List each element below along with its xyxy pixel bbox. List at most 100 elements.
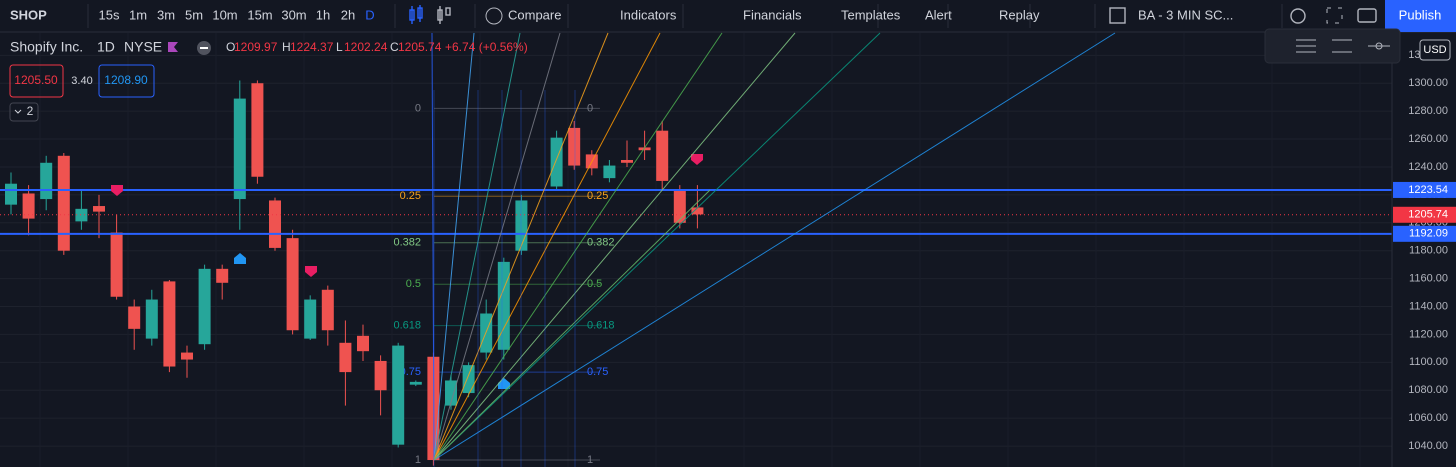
candle-icon[interactable] <box>409 5 423 24</box>
chart-style-icon[interactable] <box>437 6 451 24</box>
legend-value: 1224.37 <box>290 40 334 54</box>
symbol-name: Shopify Inc. <box>10 39 83 55</box>
interval[interactable]: 2h <box>341 7 355 22</box>
layout-name[interactable]: BA - 3 MIN SC... <box>1138 7 1233 22</box>
toolbar-button[interactable]: Indicators <box>620 7 677 22</box>
candle-body <box>673 189 686 223</box>
interval[interactable]: 5m <box>185 7 203 22</box>
toolbar-button[interactable]: Compare <box>508 7 561 22</box>
toolbar-button[interactable]: Financials <box>743 7 802 22</box>
fib-label: 0 <box>587 102 593 114</box>
settings-icon[interactable] <box>1290 8 1306 24</box>
candle <box>198 264 211 350</box>
ask[interactable]: 1208.90 <box>104 73 148 87</box>
candle-body <box>462 365 475 394</box>
fib-label: 0.382 <box>587 237 615 249</box>
toolbar-button[interactable]: Replay <box>999 7 1040 22</box>
legend-label: O <box>226 40 235 54</box>
candle <box>392 342 405 448</box>
candle-body <box>357 335 369 352</box>
candle <box>5 172 17 215</box>
publish-button[interactable] <box>1385 0 1456 32</box>
fib-label: 0.25 <box>400 190 421 202</box>
y-tick-label: 1140.00 <box>1409 300 1448 312</box>
y-tick-label: 1160.00 <box>1409 273 1448 285</box>
y-tick-label: 1260.00 <box>1408 133 1448 145</box>
candle <box>128 299 141 350</box>
candle <box>269 197 281 251</box>
interval[interactable]: 15m <box>247 7 272 22</box>
candle-body <box>638 147 651 151</box>
interval[interactable]: 30m <box>281 7 306 22</box>
interval[interactable]: 10m <box>212 7 237 22</box>
candle-body <box>110 232 123 297</box>
candle <box>163 280 176 373</box>
y-tick-label: 1240.00 <box>1408 161 1448 173</box>
fib-label: 0.618 <box>587 320 615 332</box>
legend-label: L <box>336 40 343 54</box>
currency: USD <box>1423 44 1446 56</box>
sell-marker <box>305 266 317 277</box>
fib-label: 0.382 <box>393 237 421 249</box>
candle <box>621 140 633 167</box>
legend-exchange: NYSE <box>124 39 162 55</box>
candle <box>40 155 53 211</box>
interval[interactable]: D <box>365 7 374 22</box>
drawing-panel <box>1264 28 1401 64</box>
layout-square-icon[interactable] <box>1109 7 1126 24</box>
fib-label: 0.5 <box>587 278 602 290</box>
y-tick-label: 1080.00 <box>1408 384 1448 396</box>
hide-button-minus <box>200 47 208 49</box>
candle-body <box>497 261 510 350</box>
legend-label: H <box>282 40 291 54</box>
y-tick-label: 1180.00 <box>1409 245 1448 257</box>
symbol[interactable]: SHOP <box>10 7 47 22</box>
candle-body <box>22 193 35 219</box>
currency-box[interactable] <box>1419 39 1451 61</box>
fib-label: 0.75 <box>587 366 608 378</box>
candle <box>304 295 317 341</box>
ask-box[interactable] <box>98 64 155 98</box>
interval[interactable]: 15s <box>99 7 120 22</box>
interval[interactable]: 1m <box>129 7 147 22</box>
snapshot-icon[interactable] <box>1357 8 1377 23</box>
price-tag <box>1393 225 1456 242</box>
legend-value: 1209.97 <box>234 40 278 54</box>
legend-value: 1205.74 <box>398 40 442 54</box>
fullscreen-icon[interactable] <box>1326 7 1343 24</box>
candle <box>57 153 70 255</box>
y-tick-label: 1120.00 <box>1409 328 1448 340</box>
price-tag <box>1393 206 1456 223</box>
compare-icon[interactable] <box>485 7 503 25</box>
candle <box>673 185 686 229</box>
publish-label[interactable]: Publish <box>1399 7 1442 22</box>
candle-body <box>128 306 141 329</box>
candle <box>233 80 246 230</box>
toolbar-button[interactable]: Templates <box>841 7 901 22</box>
candle <box>656 120 669 190</box>
legend-value: 1202.24 <box>344 40 388 54</box>
candle-body <box>321 289 334 331</box>
fib-label: 0.25 <box>587 190 608 202</box>
fib-label: 0.5 <box>406 278 421 290</box>
fib-label: 1 <box>587 454 593 466</box>
toolbar-button[interactable]: Alert <box>925 7 952 22</box>
candle-body <box>339 342 352 373</box>
candle-body <box>233 98 246 200</box>
candle <box>568 120 581 170</box>
indicators-toggle[interactable] <box>9 102 39 122</box>
bid[interactable]: 1205.50 <box>14 73 58 87</box>
flag-icon[interactable] <box>168 42 178 52</box>
interval[interactable]: 3m <box>157 7 175 22</box>
candle <box>409 380 422 387</box>
toolbar-buttons: Compare Indicators Financials Templates Aler… <box>508 7 1233 22</box>
drawing-panel-icons[interactable] <box>1296 39 1390 53</box>
bid-box[interactable] <box>9 64 64 98</box>
y-tick-label: 1300.00 <box>1408 77 1448 89</box>
candle <box>339 320 352 406</box>
interval[interactable]: 1h <box>316 7 330 22</box>
fib-label: 0.618 <box>393 320 421 332</box>
candle <box>181 345 193 378</box>
candle-body <box>75 208 88 222</box>
y-tick-label: 1060.00 <box>1408 412 1448 424</box>
